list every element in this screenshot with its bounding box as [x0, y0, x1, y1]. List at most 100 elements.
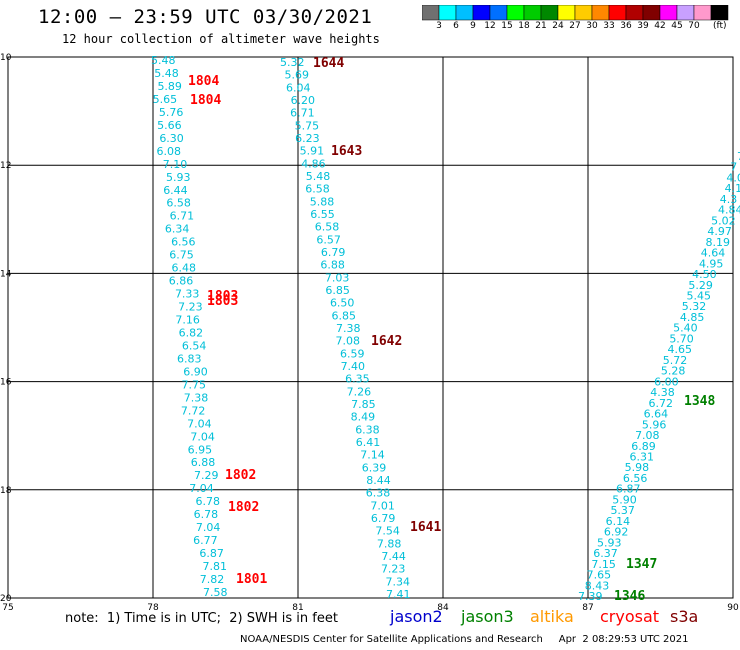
- color-scale-label: 70: [688, 21, 700, 31]
- color-scale-label: 27: [569, 21, 581, 31]
- wave-height-value: 6.59: [340, 347, 365, 360]
- wave-height-value: 7.58: [203, 586, 228, 599]
- wave-height-value: 8.49: [351, 411, 376, 424]
- color-scale-label: 39: [637, 21, 649, 31]
- wave-height-value: 7.03: [325, 271, 350, 284]
- wave-height-value: 7.26: [347, 385, 372, 398]
- wave-height-value: 7.29: [194, 469, 219, 482]
- pass-time-label: 1641: [410, 520, 441, 535]
- pass-time-label: 1801: [236, 572, 267, 587]
- wave-height-value: 6.35: [345, 373, 370, 386]
- x-tick-label: 75: [2, 603, 13, 613]
- wave-height-value: 6.00: [654, 375, 679, 388]
- wave-height-value: 7: [737, 150, 740, 163]
- wave-height-value: 5.45: [687, 290, 712, 303]
- map-title: 12:00 – 23:59 UTC 03/30/2021: [38, 6, 373, 28]
- wave-height-value: 6.37: [593, 547, 618, 560]
- x-tick-label: 84: [437, 603, 449, 613]
- wave-height-value: 7.72: [181, 404, 206, 417]
- wave-height-value: 7.40: [341, 360, 366, 373]
- wave-height-value: 5.32: [280, 56, 305, 69]
- wave-height-value: 7.44: [381, 550, 406, 563]
- wave-height-value: 7.14: [360, 449, 385, 462]
- legend-item-altika: altika: [530, 607, 574, 626]
- wave-height-value: 6.44: [163, 184, 188, 197]
- wave-height-value: 6.08: [157, 145, 182, 158]
- wave-height-value: 6.71: [290, 107, 315, 120]
- wave-height-value: 7.65: [587, 569, 612, 582]
- wave-height-value: 4.85: [680, 311, 705, 324]
- y-tick-label: 20: [0, 594, 12, 604]
- axis-tick-labels: 75 78 81 84 87 90 10 12 14 16 18 20: [0, 53, 739, 613]
- wave-height-value: 5.76: [159, 106, 184, 119]
- wave-height-value: 7.88: [377, 537, 402, 550]
- wave-height-value: 5.48: [306, 170, 331, 183]
- wave-height-value: 6.56: [623, 472, 648, 485]
- wave-height-value: 7.82: [200, 573, 225, 586]
- wave-height-value: 5.29: [688, 279, 713, 292]
- wave-height-value: 6.04: [286, 81, 311, 94]
- wave-height-value: 4.0: [726, 171, 740, 184]
- pass-time-label: 1802: [225, 468, 256, 483]
- wave-height-value: 6.79: [371, 512, 396, 525]
- wave-height-value: 6.71: [170, 210, 195, 223]
- color-scale-unit: (ft): [713, 21, 727, 31]
- wave-height-value: 4.86: [301, 157, 326, 170]
- wave-height-value: 4.38: [650, 386, 675, 399]
- wave-height-value: 7.34: [385, 575, 410, 588]
- wave-height-value: 5.90: [612, 493, 637, 506]
- altimeter-tracks: 5.485.485.895.655.765.666.306.087.105.93…: [151, 54, 740, 603]
- wave-height-value: 6.38: [366, 487, 391, 500]
- color-scale-label: 33: [603, 21, 615, 31]
- wave-height-value: 6.50: [330, 297, 355, 310]
- x-tick-label: 78: [147, 603, 159, 613]
- wave-height-value: 7.01: [370, 499, 395, 512]
- wave-height-value: 5.28: [661, 365, 686, 378]
- wave-height-value: 5.89: [157, 80, 182, 93]
- color-scale-swatches: [421, 4, 729, 21]
- wave-height-value: 7.04: [189, 482, 214, 495]
- y-tick-label: 12: [0, 161, 11, 171]
- color-scale-label: 3: [436, 21, 442, 31]
- legend-item-jason2: jason2: [390, 607, 443, 626]
- color-scale-label: 36: [620, 21, 632, 31]
- wave-height-value: 5.02: [711, 214, 736, 227]
- wave-height-value: 5.88: [310, 195, 335, 208]
- wave-height-value: 7.38: [336, 322, 361, 335]
- wave-height-value: 6.85: [325, 284, 350, 297]
- wave-height-value: 6.75: [169, 249, 194, 262]
- color-scale-label: 15: [501, 21, 513, 31]
- wave-height-value: 5.75: [295, 119, 320, 132]
- wave-height-value: 6.83: [177, 352, 202, 365]
- color-scale-label: 30: [586, 21, 598, 31]
- legend-item-jason3: jason3: [461, 607, 514, 626]
- wave-height-value: 6.34: [165, 223, 190, 236]
- wave-height-value: 6.58: [305, 183, 330, 196]
- wave-height-value: 6.88: [320, 259, 345, 272]
- wave-height-value: 6.39: [362, 461, 387, 474]
- wave-height-value: 7.04: [187, 417, 212, 430]
- wave-height-value: 7.75: [181, 378, 206, 391]
- pass-time-label: 1803: [207, 294, 238, 309]
- color-scale-label: 12: [484, 21, 496, 31]
- wave-height-value: 6.48: [172, 262, 197, 275]
- pass-time-label: 1644: [313, 56, 344, 71]
- color-scale-label: 42: [654, 21, 666, 31]
- x-tick-label: 87: [582, 603, 593, 613]
- wave-height-value: 5.70: [669, 332, 694, 345]
- pass-time-label: 1346: [614, 589, 645, 604]
- wave-height-value: 6.58: [315, 221, 340, 234]
- wave-height-value: 6.86: [169, 275, 194, 288]
- pass-time-label: 1348: [684, 394, 715, 409]
- wave-height-value: 4.3: [720, 193, 738, 206]
- pass-time-label: 1804: [190, 93, 221, 108]
- x-tick-label: 81: [292, 603, 303, 613]
- wave-height-value: 7.33: [175, 288, 200, 301]
- wave-height-value: 5.72: [663, 354, 688, 367]
- map-subtitle: 12 hour collection of altimeter wave hei…: [62, 32, 380, 46]
- color-scale-label: 24: [552, 21, 564, 31]
- wave-height-value: 6.41: [356, 436, 381, 449]
- wave-height-value: 6.23: [295, 132, 320, 145]
